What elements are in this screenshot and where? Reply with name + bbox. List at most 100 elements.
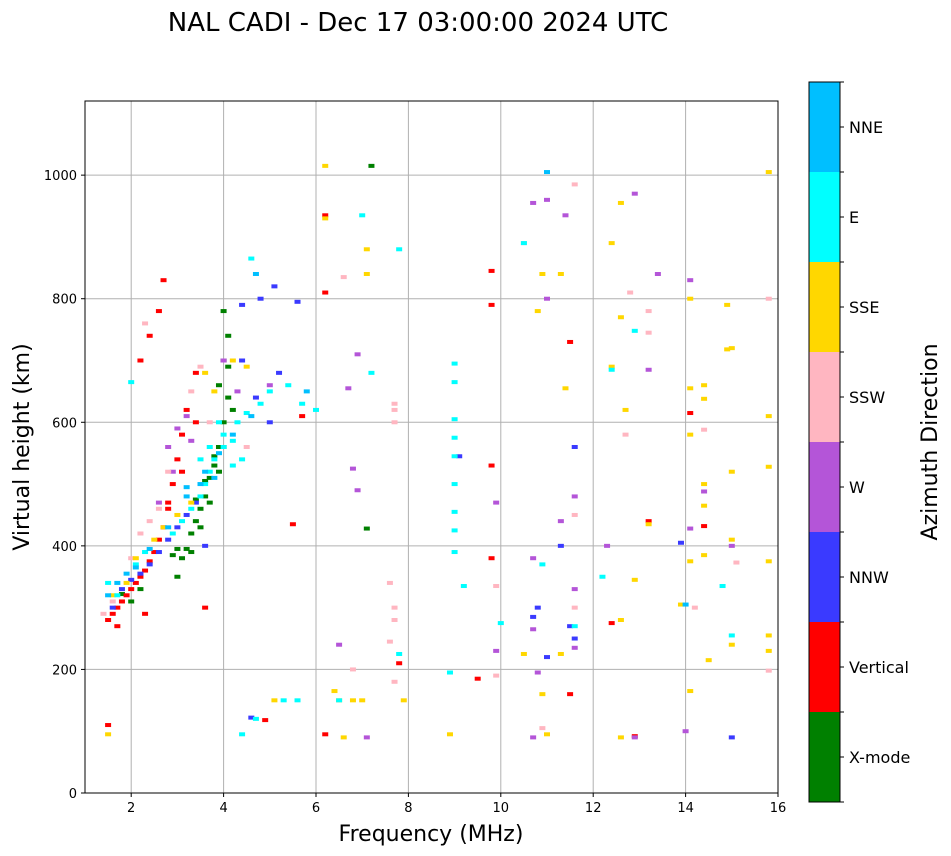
data-point (354, 352, 361, 357)
data-point (386, 580, 393, 585)
data-point (142, 611, 149, 616)
data-point (493, 648, 500, 653)
data-point (349, 698, 356, 703)
data-point (571, 605, 578, 610)
colorbar-swatch (809, 352, 840, 442)
x-tick-label: 8 (404, 801, 412, 816)
data-point (488, 556, 495, 561)
data-point (188, 438, 195, 443)
data-point (174, 574, 181, 579)
data-point (520, 241, 527, 246)
y-axis-ticks: 0 200 400 600 800 1000 (44, 169, 85, 802)
data-point (765, 414, 772, 419)
data-point (192, 519, 199, 524)
chart-title: NAL CADI - Dec 17 03:00:00 2024 UTC (168, 8, 668, 38)
data-point (146, 546, 153, 551)
data-point (599, 574, 606, 579)
data-point (155, 550, 162, 555)
data-point (262, 718, 269, 723)
data-point (363, 272, 370, 276)
data-point (345, 386, 352, 391)
data-point (266, 389, 273, 394)
data-point (622, 407, 629, 412)
data-point (567, 692, 574, 697)
data-point (354, 488, 361, 493)
data-point (322, 216, 329, 221)
colorbar-tick-label: W (849, 478, 865, 497)
data-point (687, 296, 694, 301)
series-sse (105, 163, 772, 740)
series-ssw (100, 182, 772, 731)
data-point (349, 667, 356, 672)
data-point (206, 445, 213, 449)
data-point (677, 540, 684, 545)
data-point (571, 512, 578, 517)
data-point (202, 482, 209, 487)
data-point (109, 593, 116, 598)
data-point (544, 732, 550, 737)
data-point (179, 432, 186, 437)
data-point (359, 698, 366, 703)
data-point (114, 580, 121, 585)
data-point (687, 526, 694, 531)
data-point (229, 432, 236, 437)
data-point (571, 494, 578, 499)
data-point (294, 299, 301, 304)
data-point (391, 401, 398, 406)
data-point (733, 560, 740, 565)
data-point (165, 537, 172, 542)
data-point (197, 506, 204, 511)
data-point (534, 670, 541, 675)
data-point (368, 163, 375, 168)
data-point (571, 645, 578, 650)
data-point (534, 309, 541, 314)
data-point (451, 435, 458, 440)
data-point (289, 522, 296, 527)
data-point (331, 689, 338, 694)
series-nnw (109, 284, 735, 740)
data-point (530, 200, 537, 205)
data-point (544, 197, 550, 202)
data-point (169, 469, 176, 474)
data-point (266, 420, 273, 425)
data-point (248, 414, 255, 419)
data-point (631, 191, 638, 196)
data-point (202, 478, 209, 483)
data-point (299, 401, 306, 406)
data-point (243, 445, 250, 449)
data-point (608, 241, 615, 246)
data-point (155, 537, 162, 542)
data-point (155, 309, 162, 314)
data-point (142, 568, 149, 573)
data-point (179, 519, 186, 524)
data-point (534, 605, 541, 610)
series-nne (105, 170, 689, 607)
data-point (202, 469, 209, 474)
data-point (105, 580, 112, 585)
data-point (340, 275, 347, 280)
plot-frame (84, 100, 779, 794)
data-point (239, 457, 246, 462)
data-point (460, 584, 467, 589)
colorbar-swatch (809, 442, 840, 532)
data-point (617, 618, 624, 622)
data-point (391, 407, 398, 412)
data-point (243, 411, 250, 416)
data-point (571, 445, 578, 449)
y-tick-label: 800 (52, 293, 77, 308)
data-point (174, 426, 181, 431)
x-tick-label: 12 (585, 801, 602, 816)
data-point (215, 420, 222, 425)
data-point (488, 302, 495, 307)
data-point (169, 553, 176, 558)
data-point (252, 395, 259, 400)
data-point (728, 469, 735, 474)
y-tick-label: 400 (52, 540, 77, 555)
data-point (765, 668, 772, 673)
data-point (617, 735, 624, 740)
data-point (211, 454, 218, 459)
data-point (132, 562, 139, 567)
data-point (174, 525, 181, 530)
data-point (571, 636, 578, 641)
data-point (645, 309, 652, 314)
